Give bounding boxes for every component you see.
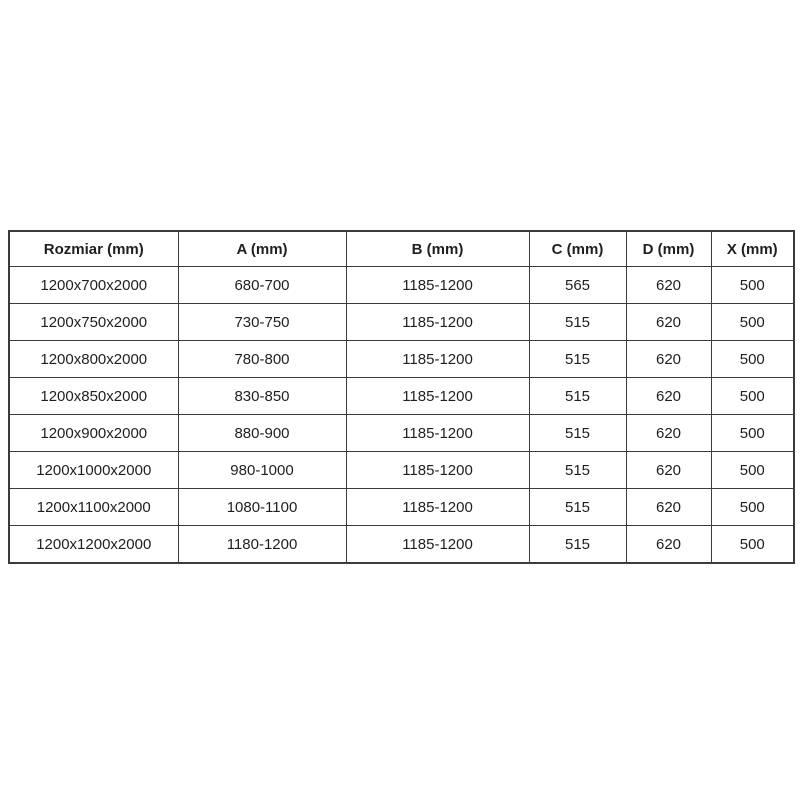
table-cell: 620: [625, 266, 712, 304]
table-cell: 1200x900x2000: [8, 414, 179, 452]
table-cell: 500: [710, 266, 795, 304]
header-row: Rozmiar (mm) A (mm) B (mm) C (mm) D (mm) X (m…: [8, 230, 795, 267]
table-cell: 515: [528, 377, 627, 415]
column-header: D (mm): [625, 230, 712, 267]
table-cell: 565: [528, 266, 627, 304]
table-cell: 780-800: [177, 340, 347, 378]
table-cell: 1185-1200: [345, 266, 530, 304]
table-cell: 620: [625, 377, 712, 415]
table-cell: 1185-1200: [345, 303, 530, 341]
table-row: 1200x1100x2000 1080-1100 1185-1200 515 620 50…: [8, 488, 795, 526]
table-cell: 500: [710, 377, 795, 415]
table-row: 1200x700x2000 680-700 1185-1200 565 620 500: [8, 266, 795, 304]
table-row: 1200x900x2000 880-900 1185-1200 515 620 500: [8, 414, 795, 452]
table-cell: 620: [625, 414, 712, 452]
table-row: 1200x1000x2000 980-1000 1185-1200 515 620 500: [8, 451, 795, 489]
table-cell: 1185-1200: [345, 340, 530, 378]
table-cell: 1200x1100x2000: [8, 488, 179, 526]
table-head: Rozmiar (mm) A (mm) B (mm) C (mm) D (mm) X (m…: [8, 230, 795, 267]
table-cell: 500: [710, 340, 795, 378]
table-cell: 515: [528, 414, 627, 452]
table-cell: 1200x1000x2000: [8, 451, 179, 489]
table-cell: 500: [710, 488, 795, 526]
column-header: B (mm): [345, 230, 530, 267]
table-body: 1200x700x2000 680-700 1185-1200 565 620 500 12…: [8, 266, 795, 564]
column-header: X (mm): [710, 230, 795, 267]
dimensions-table: Rozmiar (mm) A (mm) B (mm) C (mm) D (mm) X (m…: [8, 230, 795, 564]
table-cell: 1180-1200: [177, 525, 347, 564]
table-row: 1200x750x2000 730-750 1185-1200 515 620 500: [8, 303, 795, 341]
table-row: 1200x1200x2000 1180-1200 1185-1200 515 620 50…: [8, 525, 795, 564]
table-row: 1200x850x2000 830-850 1185-1200 515 620 500: [8, 377, 795, 415]
table-cell: 620: [625, 525, 712, 564]
table-cell: 1200x800x2000: [8, 340, 179, 378]
column-header: A (mm): [177, 230, 347, 267]
column-header: Rozmiar (mm): [8, 230, 179, 267]
table-cell: 515: [528, 451, 627, 489]
table-cell: 1080-1100: [177, 488, 347, 526]
table-cell: 1200x1200x2000: [8, 525, 179, 564]
table-cell: 1185-1200: [345, 488, 530, 526]
table-cell: 680-700: [177, 266, 347, 304]
table-cell: 500: [710, 303, 795, 341]
table-cell: 500: [710, 451, 795, 489]
table-cell: 620: [625, 451, 712, 489]
table-cell: 880-900: [177, 414, 347, 452]
table-cell: 1185-1200: [345, 451, 530, 489]
table-cell: 830-850: [177, 377, 347, 415]
table-cell: 1200x700x2000: [8, 266, 179, 304]
table-cell: 500: [710, 525, 795, 564]
table-cell: 620: [625, 340, 712, 378]
table-cell: 515: [528, 525, 627, 564]
column-header: C (mm): [528, 230, 627, 267]
table-cell: 620: [625, 303, 712, 341]
table-cell: 620: [625, 488, 712, 526]
table-cell: 1185-1200: [345, 525, 530, 564]
table-cell: 515: [528, 488, 627, 526]
table-row: 1200x800x2000 780-800 1185-1200 515 620 500: [8, 340, 795, 378]
table-cell: 730-750: [177, 303, 347, 341]
table-cell: 1200x850x2000: [8, 377, 179, 415]
table-cell: 1185-1200: [345, 377, 530, 415]
table-cell: 515: [528, 340, 627, 378]
table-cell: 515: [528, 303, 627, 341]
table-cell: 500: [710, 414, 795, 452]
table-cell: 1200x750x2000: [8, 303, 179, 341]
table-cell: 1185-1200: [345, 414, 530, 452]
table-cell: 980-1000: [177, 451, 347, 489]
